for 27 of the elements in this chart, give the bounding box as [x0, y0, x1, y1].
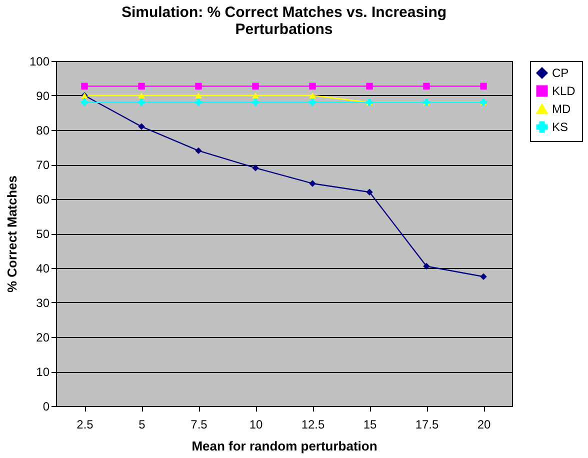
- y-tick-label: 20: [36, 330, 50, 344]
- y-tick-label: 40: [36, 262, 50, 276]
- x-tick-label: 17.5: [415, 418, 439, 432]
- x-tick-label: 2.5: [76, 418, 94, 432]
- y-tick-label: 100: [29, 54, 50, 68]
- y-tick-label: 80: [36, 124, 50, 138]
- y-tick-label: 60: [36, 192, 50, 206]
- x-tick-label: 12.5: [301, 418, 325, 432]
- y-tick-label: 0: [42, 400, 50, 414]
- y-tick-label: 50: [36, 227, 50, 241]
- x-tick-label: 5: [138, 418, 146, 432]
- y-tick-label: 90: [36, 89, 50, 103]
- legend-label: CP: [552, 66, 569, 80]
- text: Simulation: % Correct Matches vs. Increasing: [121, 4, 447, 21]
- y-tick-label: 70: [36, 158, 50, 172]
- legend-label: MD: [552, 102, 571, 116]
- x-tick-label: 20: [477, 418, 491, 432]
- x-tick-label: 7.5: [190, 418, 208, 432]
- x-axis-title: Mean for random perturbation: [192, 438, 378, 454]
- legend-label: KLD: [552, 84, 576, 98]
- y-tick-label: 10: [36, 365, 50, 379]
- y-axis-title: % Correct Matches: [4, 175, 20, 293]
- x-tick-label: 10: [249, 418, 263, 432]
- text: Perturbations: [235, 21, 333, 38]
- x-tick-label: 15: [363, 418, 377, 432]
- legend-label: KS: [552, 120, 568, 134]
- y-tick-label: 30: [36, 296, 50, 310]
